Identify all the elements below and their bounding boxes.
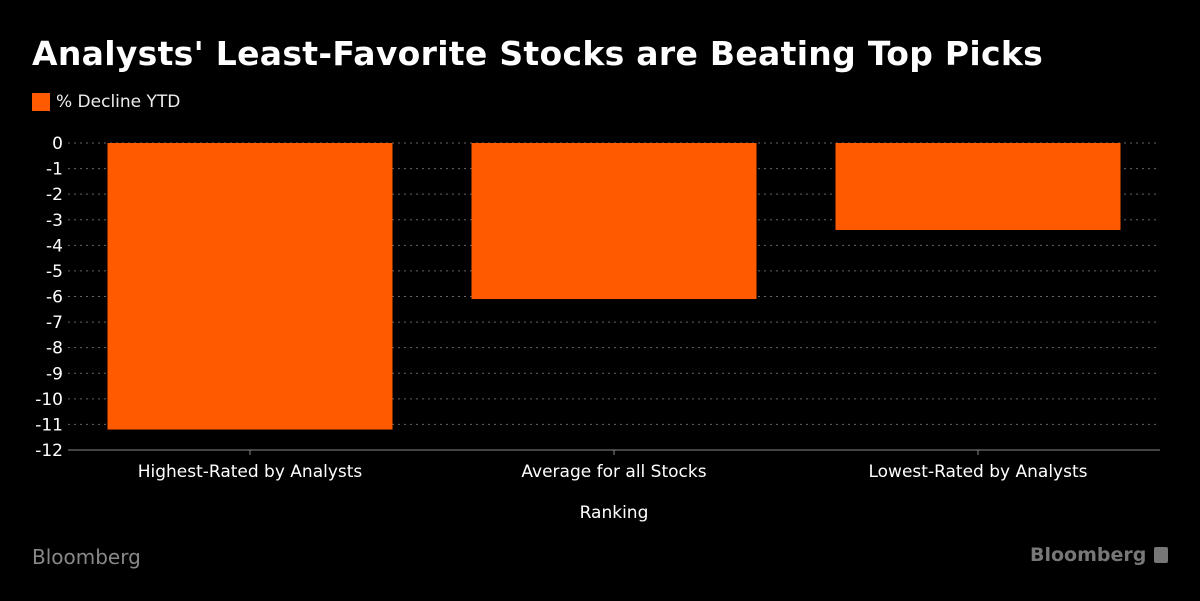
x-tick-label: Average for all Stocks (521, 462, 706, 482)
bloomberg-chart-icon (1154, 547, 1169, 563)
bar (835, 143, 1121, 230)
bar (471, 143, 757, 300)
y-tick-label: -4 (46, 236, 63, 256)
legend-label: % Decline YTD (56, 92, 181, 112)
y-tick-label: -1 (46, 160, 63, 180)
legend: % Decline YTD (32, 92, 180, 112)
logo-text: Bloomberg (1030, 544, 1147, 566)
y-tick-label: -9 (46, 364, 63, 384)
x-tick-label: Highest-Rated by Analysts (138, 462, 363, 482)
chart-title: Analysts' Least-Favorite Stocks are Beat… (32, 34, 1044, 73)
y-tick-label: -10 (35, 390, 63, 410)
y-tick-label: 0 (52, 134, 63, 154)
y-tick-label: -11 (35, 415, 63, 435)
y-tick-label: -3 (46, 211, 63, 231)
y-tick-label: -8 (46, 339, 63, 359)
y-tick-label: -6 (46, 288, 63, 308)
bloomberg-logo: Bloomberg (1030, 544, 1169, 566)
legend-swatch (32, 93, 50, 111)
x-axis-label: Ranking (580, 503, 649, 523)
source-label: Bloomberg (32, 545, 141, 569)
y-tick-label: -5 (46, 262, 63, 282)
x-tick-label: Lowest-Rated by Analysts (868, 462, 1087, 482)
y-tick-label: -2 (46, 185, 63, 205)
y-tick-label: -7 (46, 313, 63, 333)
bar (107, 143, 393, 430)
y-tick-label: -12 (35, 441, 63, 461)
